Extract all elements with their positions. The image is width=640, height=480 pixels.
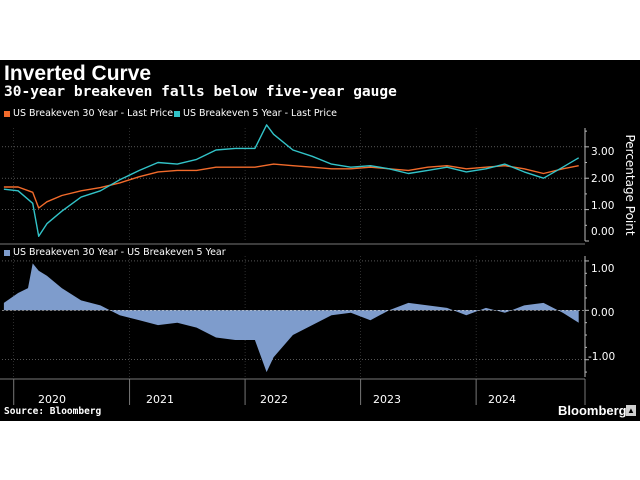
chart-panel: Inverted Curve 30-year breakeven falls b… xyxy=(0,60,640,421)
y-tick-bottom-2: -1.00 xyxy=(588,351,616,363)
legend-item-spread: US Breakeven 30 Year - US Breakeven 5 Ye… xyxy=(4,247,226,258)
y-tick-top-0: 0.00 xyxy=(591,226,615,238)
y-tick-top-2: 2.00 xyxy=(591,173,615,185)
legend-swatch-area xyxy=(4,249,10,256)
legend-item-30y: US Breakeven 30 Year - Last Price xyxy=(4,108,173,119)
legend-item-5y: US Breakeven 5 Year - Last Price xyxy=(174,108,337,119)
y-axis-title: Percentage Point xyxy=(620,130,640,240)
legend-label-5y: US Breakeven 5 Year - Last Price xyxy=(183,108,338,119)
y-tick-top-3: 3.00 xyxy=(591,146,615,158)
y-axis-title-text: Percentage Point xyxy=(623,134,637,236)
series-line-30y xyxy=(3,163,579,209)
y-tick-bottom-1: 0.00 xyxy=(591,307,615,319)
x-tick-2020: 2020 xyxy=(38,393,66,406)
series-line-5y xyxy=(3,124,580,238)
x-tick-2024: 2024 xyxy=(488,393,516,406)
chart-title: Inverted Curve xyxy=(4,62,152,85)
chart-canvas xyxy=(0,124,589,405)
legend-swatch-teal xyxy=(174,110,180,117)
chart-subtitle: 30-year breakeven falls below five-year … xyxy=(4,84,397,100)
y-tick-bottom-0: 1.00 xyxy=(591,263,615,275)
legend-label-spread: US Breakeven 30 Year - US Breakeven 5 Ye… xyxy=(13,247,226,258)
bloomberg-terminal-icon: ▲ xyxy=(626,405,636,416)
legend-swatch-orange xyxy=(4,110,10,117)
bloomberg-logo: Bloomberg xyxy=(558,403,627,418)
x-tick-2022: 2022 xyxy=(260,393,288,406)
y-tick-top-1: 1.00 xyxy=(591,200,615,212)
source-note: Source: Bloomberg xyxy=(4,406,102,417)
spread-area xyxy=(3,263,579,373)
x-tick-2023: 2023 xyxy=(373,393,401,406)
x-tick-2021: 2021 xyxy=(146,393,174,406)
legend-label-30y: US Breakeven 30 Year - Last Price xyxy=(13,108,174,119)
